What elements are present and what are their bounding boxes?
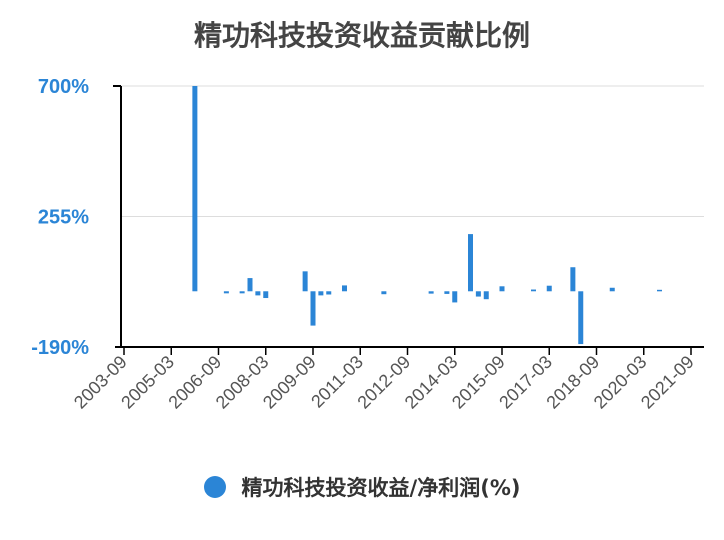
bar <box>247 278 253 292</box>
bar <box>342 285 347 292</box>
legend-label: 精功科技投资收益/净利润(%) <box>241 476 521 500</box>
bar <box>531 289 536 292</box>
bar <box>475 291 481 297</box>
bar <box>452 291 458 303</box>
bar <box>381 291 387 295</box>
bar <box>318 291 324 296</box>
legend: 精功科技投资收益/净利润(%) <box>0 472 724 502</box>
bar <box>657 289 662 292</box>
bar <box>192 86 198 292</box>
x-tick-label: 2021-09 <box>637 352 698 413</box>
bar <box>263 291 269 299</box>
bar <box>578 291 584 345</box>
chart-plot: 700%255%-190%2003-092005-032006-092008-0… <box>31 76 704 413</box>
bar <box>310 291 316 326</box>
bar <box>468 234 473 292</box>
bar <box>223 291 229 294</box>
bar <box>428 291 434 294</box>
bar <box>239 291 245 294</box>
bar <box>609 287 615 292</box>
bar <box>570 267 576 292</box>
x-tick-label: 2009-09 <box>259 352 320 413</box>
bar <box>483 291 489 300</box>
bar <box>499 286 505 292</box>
bar <box>255 291 261 296</box>
bar <box>326 291 332 295</box>
bar <box>546 285 552 292</box>
legend-marker[interactable] <box>203 476 226 498</box>
bar <box>444 291 450 294</box>
chart-title: 精功科技投资收益贡献比例 <box>193 19 530 52</box>
y-tick-label: -190% <box>31 337 89 359</box>
bar <box>302 271 308 292</box>
y-tick-label: 700% <box>38 76 89 98</box>
y-tick-label: 255% <box>38 207 89 229</box>
